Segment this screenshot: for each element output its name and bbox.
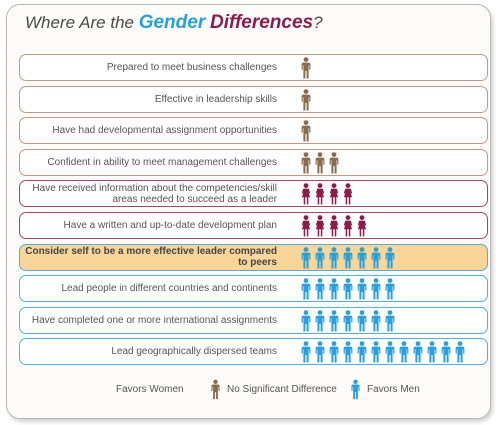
- legend: Favors Women No Significant Difference F…: [7, 379, 490, 403]
- chart-row: Lead geographically dispersed teams: [19, 338, 488, 366]
- woman-figure-icon: [343, 183, 353, 205]
- person-figure-icon: [315, 151, 325, 174]
- man-figure-icon: [385, 309, 395, 332]
- man-figure-icon: [357, 341, 367, 363]
- man-figure-icon: [357, 246, 367, 269]
- man-figure-icon: [301, 278, 311, 300]
- legend-nodiff-label: No Significant Difference: [227, 384, 337, 395]
- chart-row: Lead people in different countries and c…: [19, 275, 488, 303]
- row-label: Consider self to be a more effective lea…: [25, 246, 277, 269]
- man-figure-icon: [301, 341, 311, 363]
- man-figure-icon: [351, 379, 360, 400]
- person-figure-icon: [211, 379, 220, 400]
- row-label: Have received information about the comp…: [32, 182, 277, 205]
- person-figure-icon: [301, 88, 311, 111]
- man-figure-icon: [329, 309, 339, 332]
- man-figure-icon: [413, 341, 423, 363]
- woman-figure-icon: [329, 215, 339, 237]
- man-figure-icon: [301, 309, 311, 332]
- chart-row: Have completed one or more international…: [19, 306, 488, 334]
- man-figure-icon: [315, 341, 325, 363]
- man-figure-icon: [385, 246, 395, 269]
- man-figure-icon: [315, 309, 325, 332]
- man-figure-icon: [343, 309, 353, 332]
- man-figure-icon: [385, 278, 395, 300]
- row-label: Have completed one or more international…: [31, 314, 277, 326]
- row-label: Have had developmental assignment opport…: [52, 125, 277, 137]
- title-differences: Differences: [209, 12, 314, 33]
- row-label: Effective in leadership skills: [154, 93, 277, 105]
- row-label: Lead people in different countries and c…: [61, 283, 277, 295]
- man-figure-icon: [315, 246, 325, 269]
- chart-title: Where Are the Gender Differences?: [25, 12, 323, 34]
- person-figure-icon: [301, 120, 311, 142]
- person-figure-icon: [329, 151, 339, 174]
- legend-item-women: Favors Women: [99, 379, 184, 400]
- woman-figure-icon: [329, 183, 339, 205]
- chart-row: Have received information about the comp…: [19, 180, 488, 208]
- row-label: Lead geographically dispersed teams: [111, 346, 277, 358]
- chart-frame: Where Are the Gender Differences? Prepar…: [6, 4, 491, 419]
- man-figure-icon: [357, 278, 367, 300]
- person-figure-icon: [301, 57, 311, 79]
- man-figure-icon: [455, 341, 465, 363]
- man-figure-icon: [343, 246, 353, 269]
- row-icons: [300, 151, 340, 174]
- legend-men-label: Favors Men: [367, 384, 420, 395]
- man-figure-icon: [329, 341, 339, 363]
- row-label: Have a written and up-to-date developmen…: [63, 220, 277, 231]
- chart-row: Have had developmental assignment opport…: [19, 117, 488, 145]
- man-figure-icon: [357, 309, 367, 332]
- woman-figure-icon: [301, 183, 311, 205]
- row-icons: [300, 309, 396, 332]
- person-figure-icon: [301, 151, 311, 174]
- chart-row: Effective in leadership skills: [19, 85, 488, 113]
- row-icons: [300, 57, 312, 79]
- man-figure-icon: [371, 309, 381, 332]
- chart-row: Have a written and up-to-date developmen…: [19, 212, 488, 239]
- man-figure-icon: [371, 278, 381, 300]
- man-figure-icon: [329, 246, 339, 269]
- chart-row: Confident in ability to meet management …: [19, 148, 488, 176]
- row-icons: [300, 88, 312, 111]
- man-figure-icon: [343, 278, 353, 300]
- row-label: Confident in ability to meet management …: [47, 156, 277, 168]
- man-figure-icon: [343, 341, 353, 363]
- row-icons: [300, 120, 312, 142]
- chart-row: Prepared to meet business challenges: [19, 54, 488, 81]
- man-figure-icon: [441, 341, 451, 363]
- woman-figure-icon: [315, 215, 325, 237]
- row-icons: [300, 215, 368, 237]
- title-suffix: ?: [313, 13, 323, 32]
- woman-figure-icon: [357, 215, 367, 237]
- man-figure-icon: [427, 341, 437, 363]
- man-figure-icon: [371, 341, 381, 363]
- row-icons: [300, 278, 396, 300]
- row-label: Prepared to meet business challenges: [106, 62, 277, 73]
- woman-figure-icon: [343, 215, 353, 237]
- chart-row: Consider self to be a more effective lea…: [19, 243, 488, 271]
- man-figure-icon: [315, 278, 325, 300]
- title-prefix: Where Are the: [25, 13, 139, 32]
- man-figure-icon: [371, 246, 381, 269]
- legend-item-nodiff: No Significant Difference: [210, 379, 337, 400]
- man-figure-icon: [329, 278, 339, 300]
- legend-item-men: Favors Men: [350, 379, 420, 400]
- man-figure-icon: [385, 341, 395, 363]
- man-figure-icon: [301, 246, 311, 269]
- man-figure-icon: [399, 341, 409, 363]
- row-icons: [300, 246, 396, 269]
- woman-figure-icon: [99, 379, 110, 400]
- legend-women-label: Favors Women: [116, 384, 184, 395]
- woman-figure-icon: [301, 215, 311, 237]
- title-gender: Gender: [138, 12, 206, 33]
- row-icons: [300, 183, 354, 205]
- woman-figure-icon: [315, 183, 325, 205]
- row-icons: [300, 341, 466, 363]
